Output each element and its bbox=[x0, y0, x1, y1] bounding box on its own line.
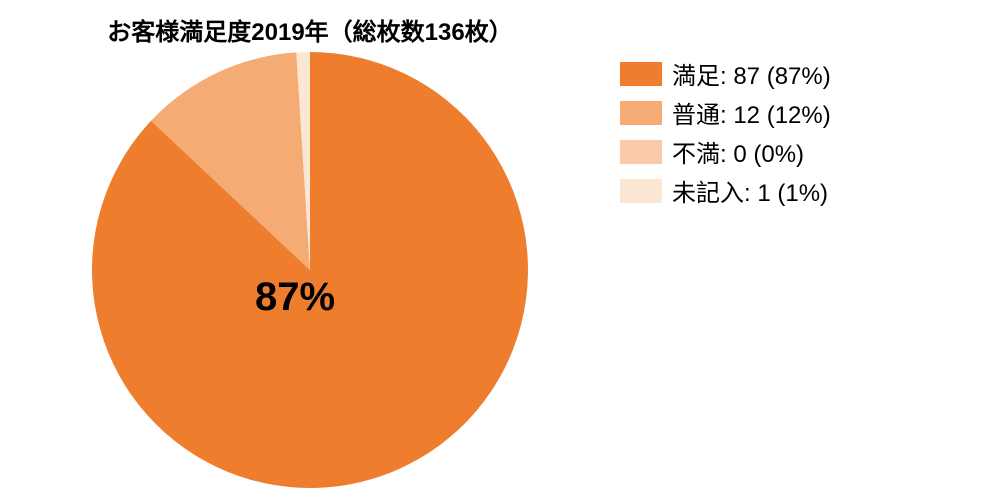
legend-swatch bbox=[620, 140, 662, 164]
pie-center-label: 87% bbox=[255, 275, 335, 320]
legend-swatch bbox=[620, 179, 662, 203]
legend: 満足: 87 (87%) 普通: 12 (12%) 不満: 0 (0%) 未記入: 1… bbox=[620, 56, 831, 212]
legend-label: 未記入: 1 (1%) bbox=[672, 173, 828, 208]
legend-row: 未記入: 1 (1%) bbox=[620, 173, 831, 208]
legend-row: 不満: 0 (0%) bbox=[620, 134, 831, 169]
legend-label: 普通: 12 (12%) bbox=[672, 95, 831, 130]
legend-swatch bbox=[620, 62, 662, 86]
legend-row: 満足: 87 (87%) bbox=[620, 56, 831, 91]
legend-label: 満足: 87 (87%) bbox=[672, 56, 831, 91]
chart-container: お客様満足度2019年（総枚数136枚） 87% 満足: 87 (87%) 普通:… bbox=[0, 0, 1000, 500]
legend-swatch bbox=[620, 101, 662, 125]
pie-chart: 87% bbox=[90, 50, 530, 490]
legend-row: 普通: 12 (12%) bbox=[620, 95, 831, 130]
legend-label: 不満: 0 (0%) bbox=[672, 134, 804, 169]
chart-title: お客様満足度2019年（総枚数136枚） bbox=[0, 12, 620, 47]
